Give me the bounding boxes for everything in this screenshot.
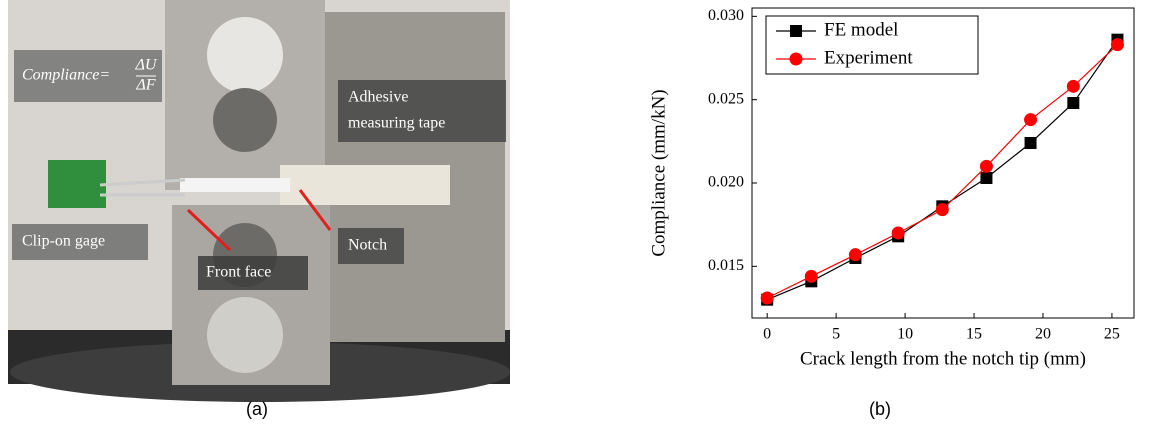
y-tick-label: 0.020 bbox=[708, 174, 744, 191]
legend-label: FE model bbox=[824, 19, 898, 40]
pin-hole bbox=[213, 88, 277, 152]
pin-head bbox=[207, 297, 283, 373]
x-tick-label: 0 bbox=[763, 326, 771, 343]
figure: Compliance= ΔU ΔF Adhesive measuring tap… bbox=[0, 0, 1151, 431]
front-label: Front face bbox=[206, 264, 271, 281]
marker bbox=[1111, 38, 1124, 51]
series-line bbox=[767, 45, 1117, 298]
marker bbox=[761, 292, 774, 305]
caption: (a) bbox=[246, 399, 268, 419]
marker bbox=[1067, 80, 1080, 93]
legend-marker bbox=[790, 25, 802, 37]
x-tick-label: 5 bbox=[832, 326, 840, 343]
specimen-notch bbox=[180, 178, 290, 192]
marker bbox=[1067, 97, 1079, 109]
x-axis-label: Crack length from the notch tip (mm) bbox=[800, 348, 1086, 369]
y-tick-label: 0.025 bbox=[708, 90, 744, 107]
x-tick-label: 15 bbox=[966, 326, 982, 343]
marker bbox=[892, 227, 905, 240]
marker bbox=[936, 203, 949, 216]
series-line bbox=[767, 40, 1117, 300]
legend-marker bbox=[790, 53, 803, 66]
marker bbox=[980, 160, 993, 173]
y-tick-label: 0.030 bbox=[708, 7, 744, 24]
marker bbox=[805, 270, 818, 283]
marker bbox=[1024, 113, 1037, 126]
marker bbox=[980, 172, 992, 184]
photo: Compliance= ΔU ΔF Adhesive measuring tap… bbox=[8, 0, 510, 419]
y-tick-label: 0.015 bbox=[708, 257, 744, 274]
chart: 0.015 0.020 0.025 0.030 0 5 10 15 20 25 Crack leng… bbox=[648, 7, 1134, 419]
gage-label: Clip-on gage bbox=[22, 233, 105, 250]
tape-label: Adhesive bbox=[348, 89, 408, 106]
formula-numerator: ΔU bbox=[135, 57, 158, 74]
formula-denominator: ΔF bbox=[135, 77, 155, 94]
x-tick-label: 25 bbox=[1104, 326, 1120, 343]
formula-lhs: Compliance= bbox=[22, 67, 110, 84]
tape-label: measuring tape bbox=[348, 115, 445, 132]
notch-label: Notch bbox=[348, 237, 387, 254]
x-tick-label: 20 bbox=[1035, 326, 1051, 343]
marker bbox=[1025, 137, 1037, 149]
pin-head bbox=[207, 17, 283, 93]
marker bbox=[849, 248, 862, 261]
clip-gage bbox=[48, 160, 106, 208]
x-tick-label: 10 bbox=[897, 326, 913, 343]
y-axis-label: Compliance (mm/kN) bbox=[648, 89, 669, 256]
caption: (b) bbox=[869, 399, 891, 419]
legend-label: Experiment bbox=[824, 47, 913, 68]
